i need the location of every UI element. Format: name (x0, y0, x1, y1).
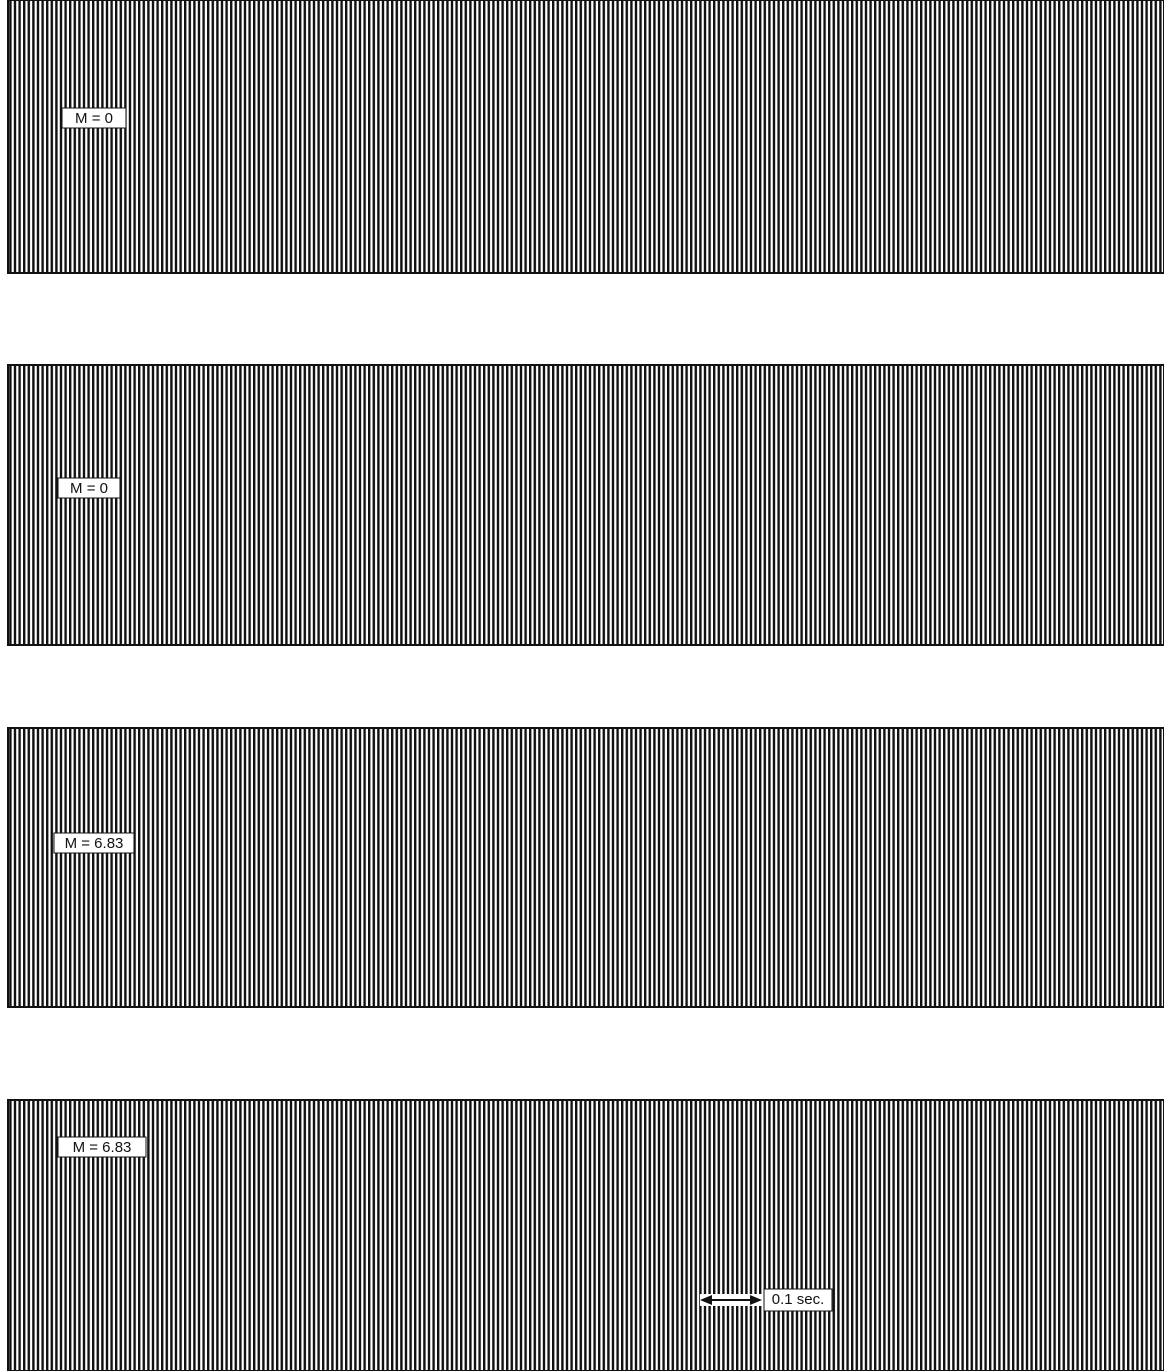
figure: M = 0 M = 0 M = 6.83 M = 6.83 0.1 sec. (0, 0, 1164, 1371)
panel-label: M = 6.83 (65, 835, 124, 852)
trace-area (8, 728, 1164, 1007)
panel-label: M = 6.83 (73, 1139, 132, 1156)
trace-area (8, 0, 1164, 273)
record-panel: M = 0 (8, 0, 1164, 273)
record-panel: M = 6.83 (8, 728, 1164, 1007)
record-panel: M = 6.83 0.1 sec. (8, 1100, 1164, 1371)
panel-label: M = 0 (70, 480, 108, 497)
trace-area (8, 1100, 1164, 1371)
trace-area (8, 365, 1164, 645)
panel-label: M = 0 (75, 110, 113, 127)
record-panel: M = 0 (8, 365, 1164, 645)
scale-label: 0.1 sec. (772, 1291, 825, 1308)
